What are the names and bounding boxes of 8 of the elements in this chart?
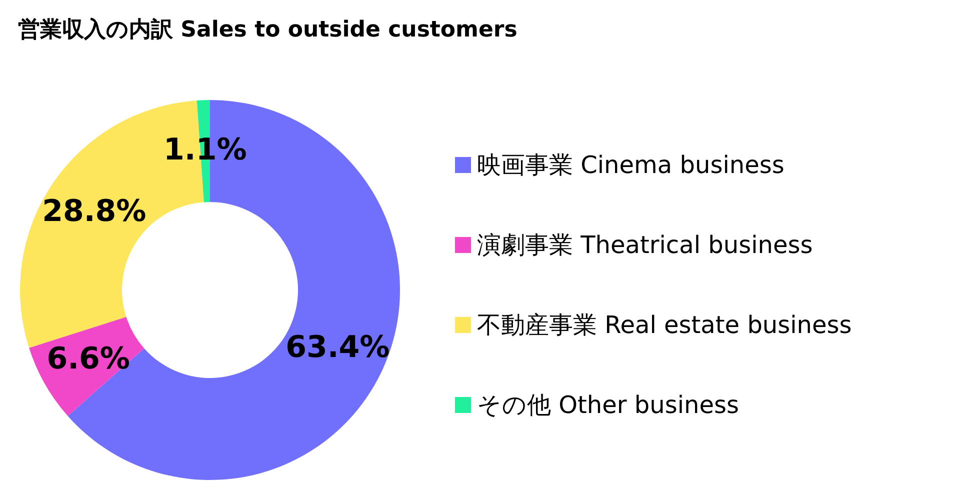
data-label: 63.4% <box>286 330 390 365</box>
data-label: 6.6% <box>46 342 130 377</box>
legend-label: その他 Other business <box>477 391 740 419</box>
legend-label: 演劇事業 Theatrical business <box>477 231 813 259</box>
legend-label: 映画事業 Cinema business <box>477 151 784 179</box>
legend-label: 不動産事業 Real estate business <box>477 311 852 339</box>
chart-title: 営業収入の内訳 Sales to outside customers <box>18 18 518 42</box>
data-label: 28.8% <box>42 194 146 229</box>
